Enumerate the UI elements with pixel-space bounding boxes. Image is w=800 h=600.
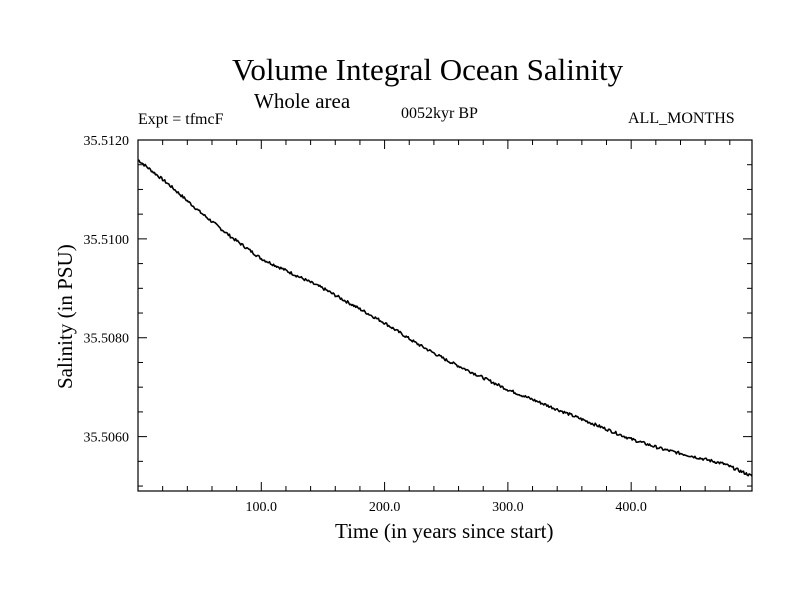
x-tick-label: 300.0	[492, 500, 524, 515]
chart-subtitle: Whole area	[254, 89, 351, 113]
months-label: ALL_MONTHS	[628, 110, 735, 127]
y-tick-label: 35.5060	[84, 431, 130, 446]
plot-frame	[137, 139, 753, 492]
x-axis-label: Time (in years since start)	[335, 519, 554, 543]
chart-title: Volume Integral Ocean Salinity	[232, 52, 624, 87]
y-tick-label: 35.5080	[84, 332, 130, 347]
x-tick-label: 200.0	[369, 500, 401, 515]
experiment-label: Expt = tfmcF	[138, 111, 224, 128]
salinity-series-line	[137, 159, 753, 477]
x-axis-ticks: 100.0 200.0 300.0 400.0	[162, 140, 731, 515]
y-tick-label: 35.5120	[84, 134, 130, 149]
y-tick-label: 35.5100	[84, 233, 130, 248]
x-tick-label: 100.0	[246, 500, 278, 515]
x-tick-label: 400.0	[615, 500, 647, 515]
period-label: 0052kyr BP	[401, 105, 478, 122]
y-axis-ticks: 35.5060 35.5080 35.5100 35.5120	[84, 134, 752, 487]
